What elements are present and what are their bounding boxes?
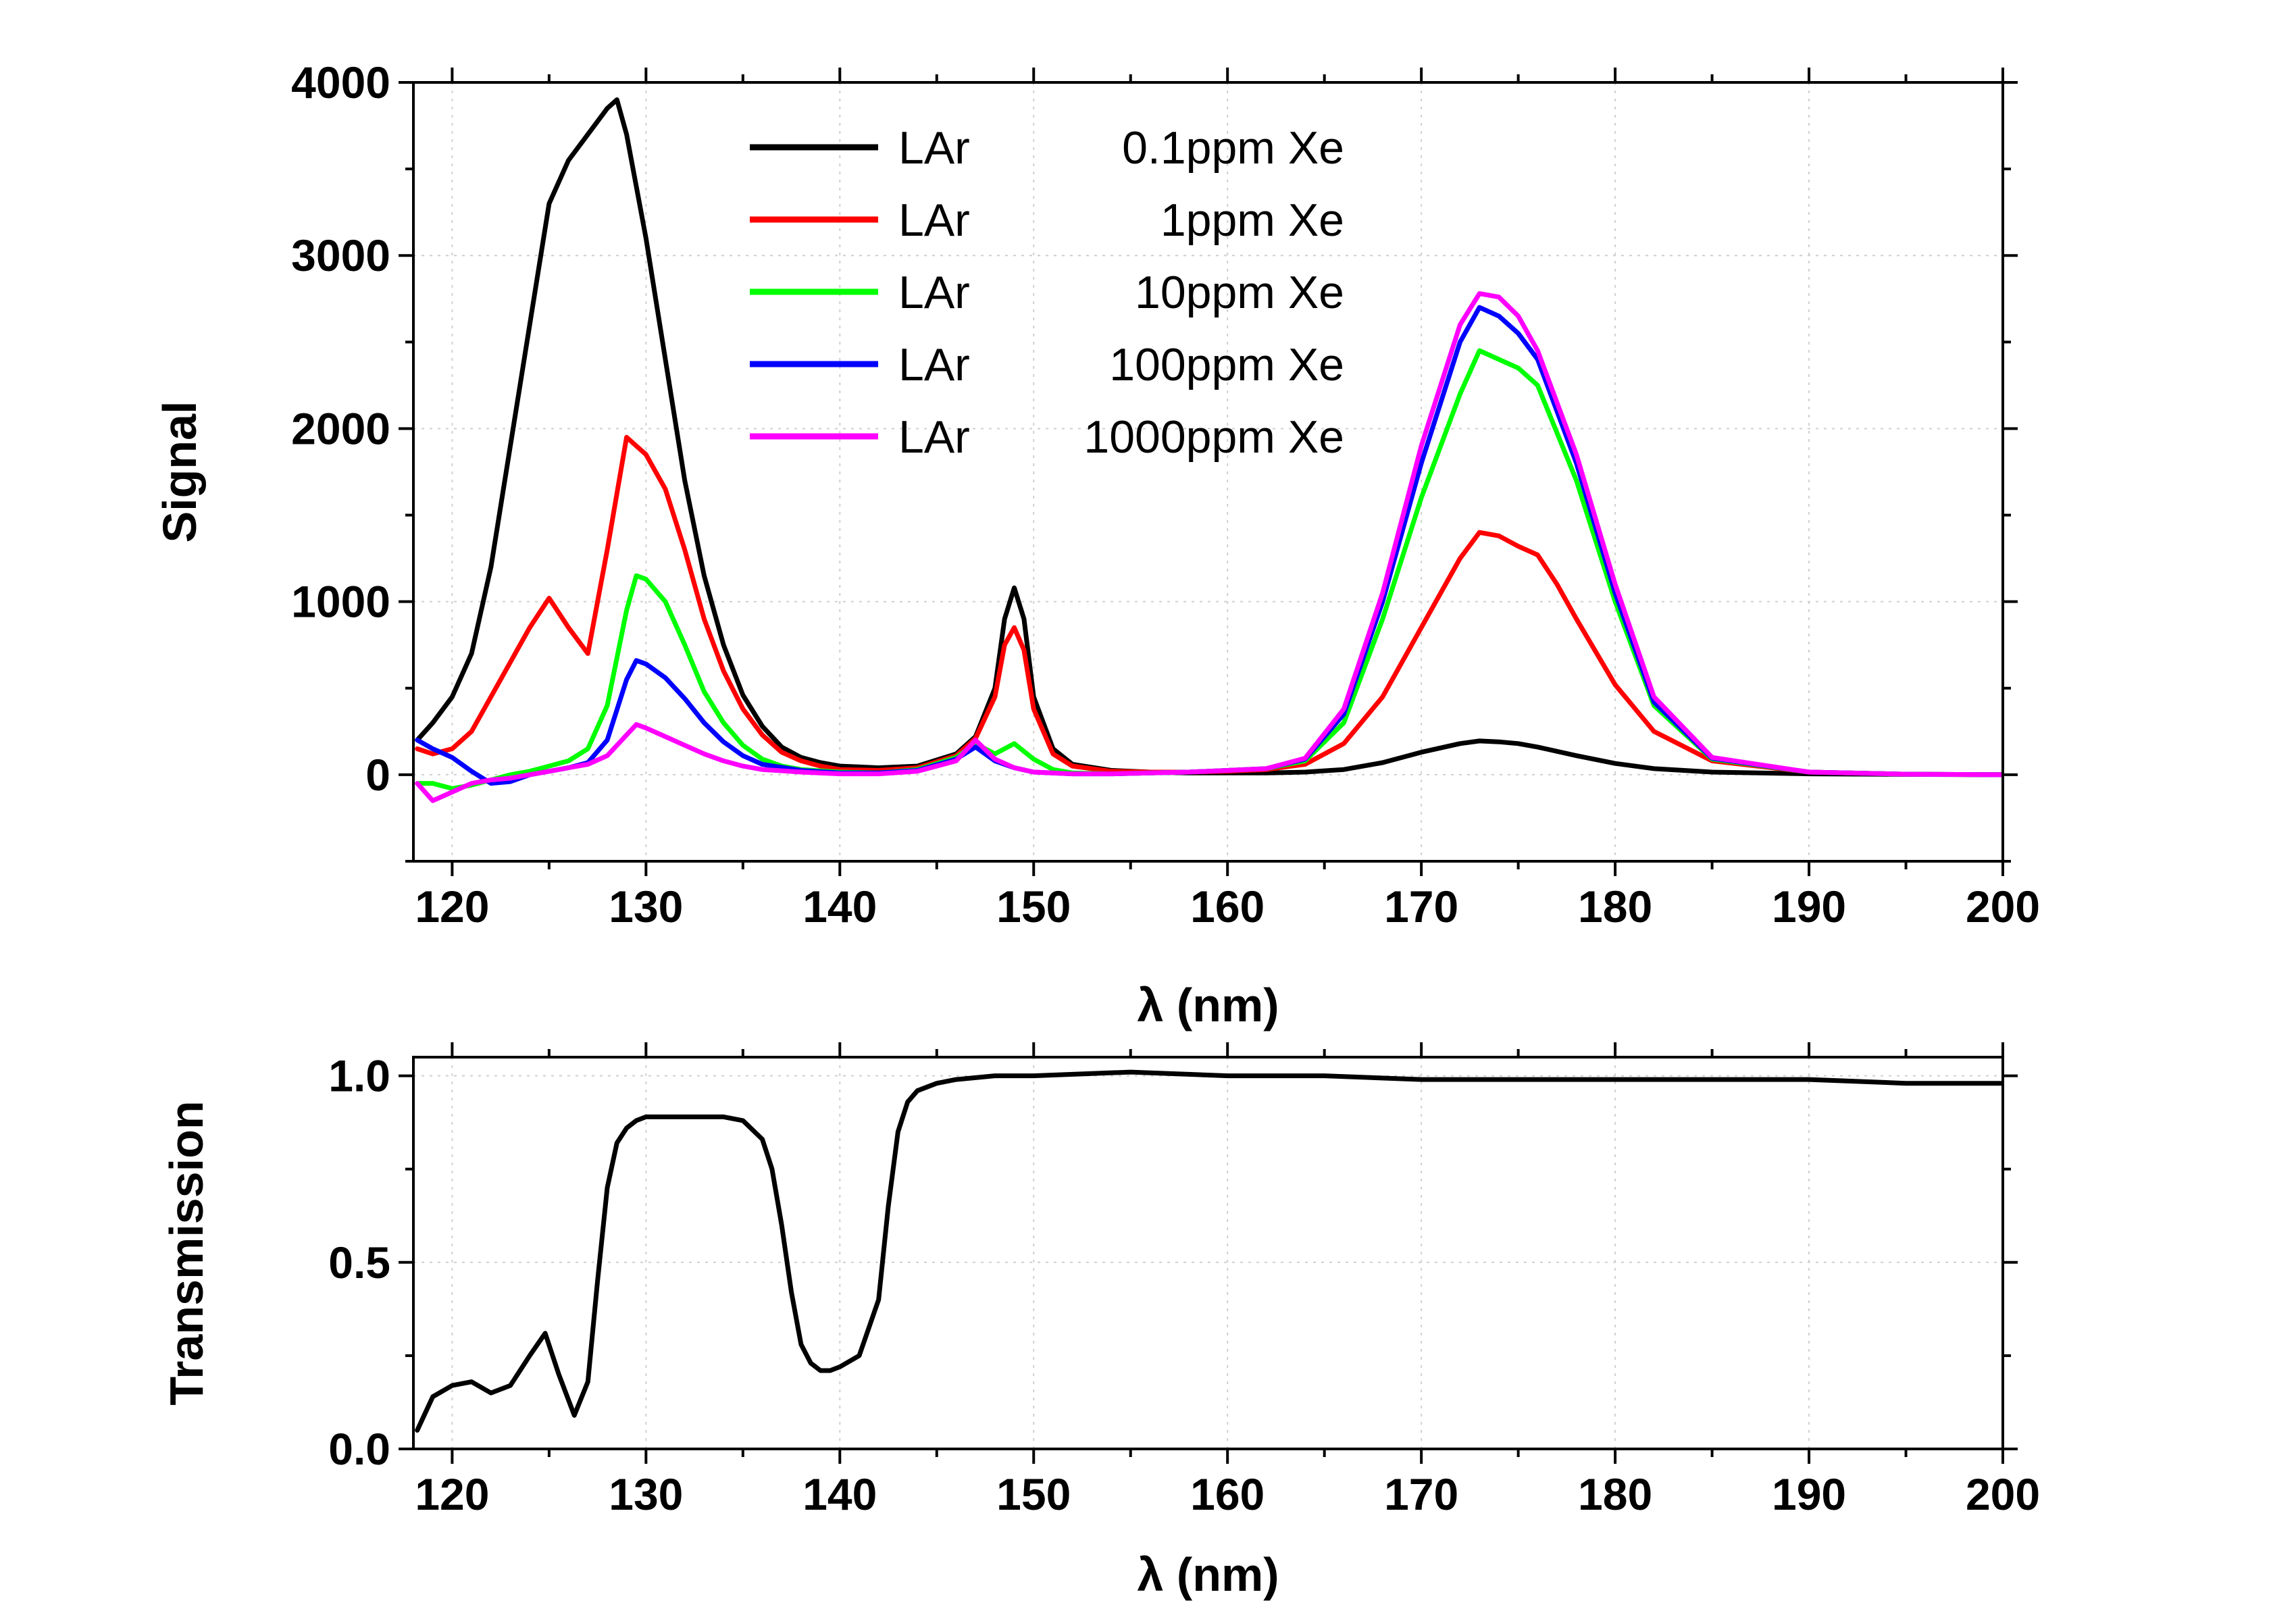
plot-frame [412, 81, 2004, 863]
x-tick-label: 180 [1578, 1469, 1652, 1519]
legend-label-prefix: LAr [898, 339, 970, 390]
transmission-panel: 120 130 140 150 160 170 180 190 200 0.0 0.5 1.0 λ (n… [160, 1042, 2040, 1601]
legend-label-prefix: LAr [898, 267, 970, 318]
series-group [415, 1069, 2003, 1433]
y-tick-label: 1000 [291, 577, 390, 627]
x-tick-label: 160 [1190, 882, 1265, 932]
legend-label-suffix: 100ppm Xe [1109, 339, 1344, 390]
series-group [415, 97, 2003, 803]
x-tick-label: 150 [996, 882, 1071, 932]
y-tick-label: 0 [365, 750, 390, 800]
x-tick-label: 120 [415, 882, 489, 932]
y-tick-label: 0.0 [328, 1424, 390, 1474]
legend-label-prefix: LAr [898, 195, 970, 246]
legend-label-suffix: 1000ppm Xe [1083, 411, 1344, 463]
legend-label-suffix: 1ppm Xe [1160, 195, 1344, 246]
y-tick-label: 3000 [291, 230, 390, 280]
y-axis-title: Transmission [160, 1100, 213, 1405]
y-tick-label: 4000 [291, 57, 390, 107]
x-tick-label: 130 [609, 882, 683, 932]
x-tick-label: 140 [802, 1469, 877, 1519]
x-tick-label: 160 [1190, 1469, 1265, 1519]
x-tick-label: 200 [1966, 882, 2040, 932]
y-tick-label: 2000 [291, 403, 390, 453]
series-line-2 [415, 348, 2003, 791]
plot-frame [412, 1056, 2004, 1450]
x-tick-label: 190 [1772, 882, 1846, 932]
x-tick-label: 180 [1578, 882, 1652, 932]
x-tick-label: 200 [1966, 1469, 2040, 1519]
x-tick-label: 120 [415, 1469, 489, 1519]
x-axis-title: λ (nm) [1138, 1548, 1279, 1601]
series-line-1 [415, 434, 2003, 777]
x-tick-label: 190 [1772, 1469, 1846, 1519]
signal-panel: 120 130 140 150 160 170 180 190 2000100020003000… [153, 57, 2040, 1031]
y-axis-title: Signal [153, 401, 206, 542]
series-line-0 [415, 1069, 2003, 1433]
x-tick-label: 170 [1384, 1469, 1458, 1519]
series-line-4 [415, 291, 2003, 803]
x-tick-label: 150 [996, 1469, 1071, 1519]
x-tick-label: 130 [609, 1469, 683, 1519]
legend-label-prefix: LAr [898, 122, 970, 174]
x-axis-title: λ (nm) [1138, 979, 1279, 1031]
legend-label-suffix: 0.1ppm Xe [1122, 122, 1344, 174]
legend-label-suffix: 10ppm Xe [1135, 267, 1344, 318]
legend: LAr 0.1ppm Xe LAr 1ppm Xe LAr 10ppm Xe LAr 100p… [750, 122, 1344, 463]
x-tick-label: 170 [1384, 882, 1458, 932]
y-tick-label: 1.0 [328, 1051, 390, 1101]
x-tick-label: 140 [802, 882, 877, 932]
y-tick-label: 0.5 [328, 1238, 390, 1287]
legend-label-prefix: LAr [898, 411, 970, 463]
